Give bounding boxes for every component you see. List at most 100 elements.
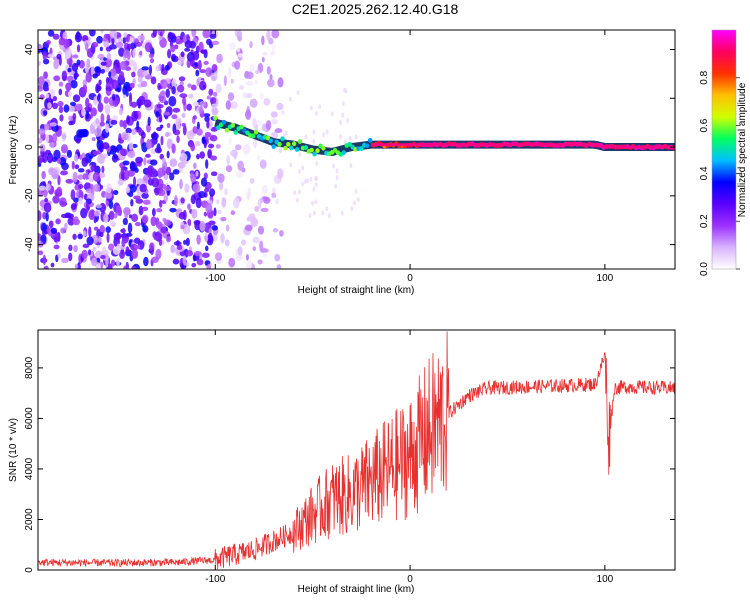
spectrogram-noise-cell <box>60 227 66 234</box>
spectrogram-noise-cell <box>78 197 83 205</box>
spectrogram-noise-cell <box>141 66 149 71</box>
spectrogram-noise-cell <box>196 258 204 266</box>
spectrogram-noise-cell <box>257 259 263 265</box>
spectrogram-noise-cell <box>171 143 176 154</box>
spectrogram-noise-cell <box>171 53 177 62</box>
colorbar-tick-label: 0.0 <box>699 262 710 276</box>
spectrogram-noise-cell <box>100 30 104 34</box>
spectrogram-noise-cell <box>304 134 308 140</box>
spectrogram-noise-cell <box>249 41 253 49</box>
spectrogram-noise-cell <box>207 232 213 244</box>
spectrogram-noise-cell <box>38 155 44 164</box>
spectrogram-noise-cell <box>308 212 312 218</box>
spectrogram-noise-cell <box>204 235 209 241</box>
spectrogram-noise-cell <box>66 58 73 65</box>
spectrogram-noise-cell <box>312 129 316 135</box>
spectrogram-noise-cell <box>92 171 101 182</box>
spectrogram-noise-cell <box>314 176 318 182</box>
spectrogram-noise-cell <box>133 237 141 244</box>
spectrogram-x-tick-label: 0 <box>407 273 413 284</box>
spectrogram-noise-cell <box>205 67 213 77</box>
spectrogram-noise-cell <box>135 41 143 47</box>
spectrogram-noise-cell <box>99 46 103 52</box>
spectrogram-noise-cell <box>119 71 125 81</box>
snr-x-label: Height of straight line (km) <box>298 584 415 595</box>
spectrogram-noise-cell <box>259 159 267 169</box>
spectrogram-noise-cell <box>266 66 271 75</box>
spectrogram-noise-cell <box>115 205 122 216</box>
spectrogram-noise-cell <box>289 162 293 168</box>
spectrogram-noise-cell <box>265 120 272 131</box>
spectrogram-noise-cell <box>101 165 105 174</box>
spectrogram-noise-cell <box>85 170 89 181</box>
spectrogram-noise-cell <box>133 195 141 200</box>
spectrogram-noise-cell <box>309 105 313 111</box>
spectrogram-noise-cell <box>174 195 178 206</box>
spectrogram-noise-cell <box>158 238 163 246</box>
spectrogram-noise-cell <box>148 64 153 76</box>
spectrogram-noise-cell <box>221 197 227 208</box>
spectrogram-noise-cell <box>42 50 47 61</box>
spectrogram-noise-cell <box>134 167 139 173</box>
spectrogram-noise-cell <box>88 226 92 238</box>
spectrogram-noise-cell <box>65 178 74 184</box>
spectrogram-noise-cell <box>161 157 166 164</box>
spectrogram-noise-cell <box>43 202 52 213</box>
spectrogram-noise-cell <box>237 53 244 58</box>
spectrogram-noise-cell <box>263 97 271 106</box>
spectrogram-noise-cell <box>260 248 269 253</box>
spectrogram-y-tick-label: 0 <box>24 144 35 150</box>
spectrogram-noise-cell <box>96 94 101 102</box>
spectrogram-noise-cell <box>77 189 84 201</box>
spectrogram-y-tick-label: 40 <box>24 44 35 56</box>
spectrogram-noise-cell <box>187 83 192 88</box>
spectrogram-x-tick-label: 100 <box>597 273 614 284</box>
snr-y-tick-label: 0 <box>24 567 35 573</box>
spectrogram-noise-cell <box>156 208 163 213</box>
spectrogram-noise-cell <box>121 131 129 141</box>
spectrogram-noise-cell <box>350 206 354 212</box>
spectrogram-noise-cell <box>105 226 111 233</box>
spectrogram-noise-cell <box>163 186 172 192</box>
spectrogram-noise-cell <box>147 116 151 126</box>
snr-x-tick-label: -100 <box>205 574 225 585</box>
spectrogram-noise-cell <box>91 257 98 267</box>
spectrogram-noise-cell <box>59 197 67 208</box>
spectrogram-noise-cell <box>125 186 131 194</box>
spectrogram-noise-cell <box>91 41 99 48</box>
spectrogram-noise-cell <box>155 111 160 118</box>
spectrogram-noise-cell <box>197 190 206 199</box>
spectrogram-noise-cell <box>74 264 79 269</box>
spectrogram-noise-cell <box>123 265 129 269</box>
spectrogram-noise-cell <box>131 128 137 135</box>
spectrogram-noise-cell <box>39 94 45 100</box>
spectrogram-noise-cell <box>260 197 264 203</box>
spectrogram-noise-cell <box>116 258 120 267</box>
spectrogram-noise-cell <box>104 104 111 115</box>
spectrogram-noise-cell <box>229 101 238 109</box>
spectrogram-noise-cell <box>201 252 210 258</box>
spectrogram-noise-cell <box>60 213 69 219</box>
spectrogram-noise-cell <box>194 250 202 257</box>
spectrogram-noise-cell <box>38 137 43 144</box>
spectrogram-noise-cell <box>314 182 318 188</box>
spectrogram-noise-cell <box>85 97 90 109</box>
spectrogram-signal-cell <box>303 145 309 150</box>
spectrogram-noise-cell <box>140 131 146 139</box>
spectrogram-noise-cell <box>74 103 83 111</box>
spectrogram-noise-cell <box>206 95 211 100</box>
spectrogram-noise-cell <box>92 73 98 79</box>
spectrogram-noise-cell <box>166 236 172 243</box>
spectrogram-noise-cell <box>219 181 224 191</box>
spectrogram-noise-cell <box>244 224 253 232</box>
spectrogram-noise-cell <box>261 184 268 195</box>
spectrogram-noise-cell <box>187 219 192 225</box>
spectrogram-noise-cell <box>245 260 252 269</box>
spectrogram-noise-cell <box>119 60 127 71</box>
spectrogram-noise-cell <box>97 102 104 113</box>
spectrogram-noise-cell <box>158 36 163 41</box>
spectrogram-noise-cell <box>209 188 216 197</box>
spectrogram-noise-cell <box>102 37 108 42</box>
spectrogram-noise-cell <box>259 92 265 100</box>
